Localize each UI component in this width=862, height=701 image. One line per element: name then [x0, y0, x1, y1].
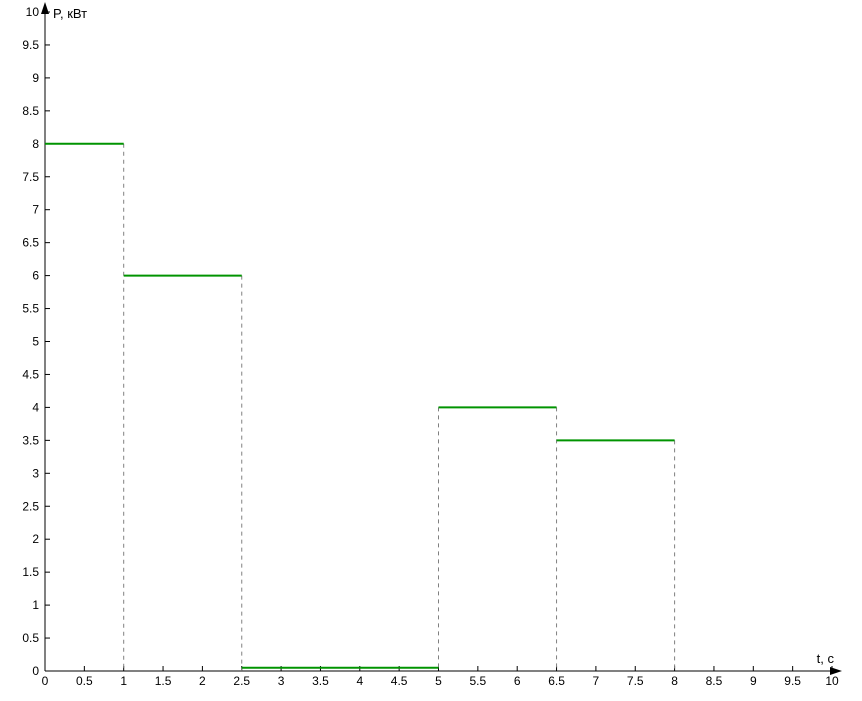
x-tick-label: 8 [671, 674, 678, 688]
x-tick-label: 6 [514, 674, 521, 688]
x-tick-label: 8.5 [706, 674, 723, 688]
y-tick-label: 0.5 [22, 631, 39, 645]
y-tick-label: 4 [32, 400, 39, 414]
y-tick-label: 6.5 [22, 236, 39, 250]
step-chart: 0 0.5 1 1.5 2 2.5 3 3.5 4 4.5 5 5.5 6 6.5 7 7.5 8 8.5 9 9.5… [0, 0, 862, 701]
y-tick-label: 9.5 [22, 38, 39, 52]
y-tick-label: 1 [32, 598, 39, 612]
x-tick-label: 3 [278, 674, 285, 688]
x-tick-label: 3.5 [312, 674, 329, 688]
x-tick-label: 2.5 [233, 674, 250, 688]
x-tick-label: 0 [42, 674, 49, 688]
y-tick-label: 5.5 [22, 302, 39, 316]
y-tick-label: 6 [32, 269, 39, 283]
x-tick-label: 9.5 [784, 674, 801, 688]
y-tick-label: 2.5 [22, 499, 39, 513]
y-tick-label: 3.5 [22, 433, 39, 447]
y-tick-label: 7.5 [22, 170, 39, 184]
x-tick-label: 6.5 [548, 674, 565, 688]
y-tick-label: 7 [32, 203, 39, 217]
y-axis-label: P, кВт [53, 6, 87, 21]
y-tick-label: 0 [32, 664, 39, 678]
y-tick-label: 4.5 [22, 367, 39, 381]
chart-svg: 0 0.5 1 1.5 2 2.5 3 3.5 4 4.5 5 5.5 6 6.5 7 7.5 8 8.5 9 9.5… [0, 0, 862, 701]
x-tick-label: 10 [825, 674, 839, 688]
x-tick-label: 0.5 [76, 674, 93, 688]
y-tick-label: 8.5 [22, 104, 39, 118]
x-tick-label: 4 [356, 674, 363, 688]
x-tick-label: 1 [120, 674, 127, 688]
y-tick-label: 3 [32, 466, 39, 480]
y-tick-label: 8 [32, 137, 39, 151]
x-tick-label: 5.5 [470, 674, 487, 688]
x-tick-label: 2 [199, 674, 206, 688]
y-tick-label: 9 [32, 71, 39, 85]
x-axis-label: t, c [817, 651, 835, 666]
x-tick-label: 7 [593, 674, 600, 688]
y-tick-label: 2 [32, 532, 39, 546]
x-tick-label: 4.5 [391, 674, 408, 688]
y-tick-label: 10 [26, 5, 40, 19]
y-tick-label: 5 [32, 335, 39, 349]
x-tick-label: 1.5 [155, 674, 172, 688]
x-tick-label: 9 [750, 674, 757, 688]
x-tick-label: 7.5 [627, 674, 644, 688]
y-tick-label: 1.5 [22, 565, 39, 579]
x-tick-label: 5 [435, 674, 442, 688]
